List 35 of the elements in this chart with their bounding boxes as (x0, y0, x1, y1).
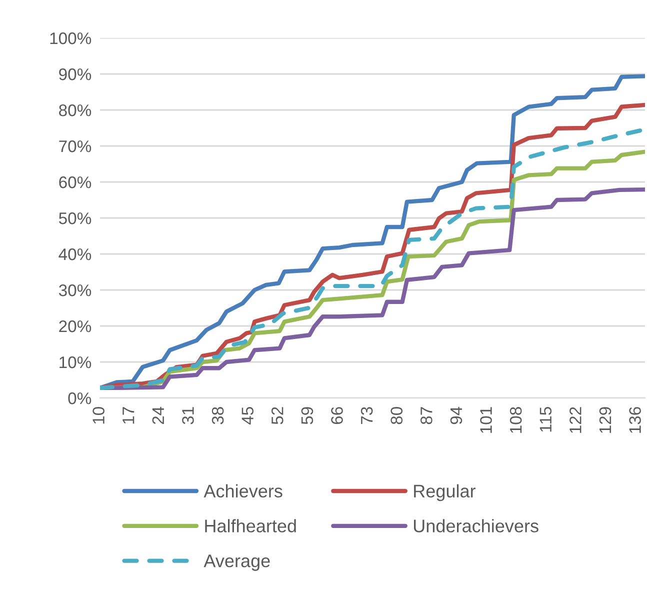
x-tick-label: 31 (182, 407, 194, 424)
y-tick-label: 60% (59, 176, 92, 188)
x-tick-label: 80 (390, 406, 403, 424)
x-tick-label: 45 (242, 407, 254, 424)
x-tick-label: 87 (420, 407, 432, 424)
y-tick-label: 30% (58, 284, 92, 296)
y-tick-label: 40% (58, 248, 92, 260)
legend-label: Achievers (204, 484, 282, 498)
y-tick-label: 10% (60, 356, 92, 368)
x-tick-label: 122 (570, 407, 582, 433)
legend-label: Halfhearted (205, 519, 296, 532)
legend-label: Average (204, 554, 270, 571)
x-tick-label: 52 (272, 407, 284, 424)
x-tick-label: 17 (122, 407, 134, 424)
x-tick-label: 66 (331, 407, 343, 424)
x-tick-label: 108 (510, 407, 522, 433)
x-tick-label: 10 (92, 406, 104, 424)
x-tick-label: 73 (360, 407, 373, 424)
y-tick-label: 0% (68, 392, 92, 404)
x-tick-label: 59 (301, 407, 314, 424)
x-tick-label: 129 (599, 407, 612, 433)
y-tick-label: 70% (59, 140, 92, 152)
y-tick-label: 20% (59, 320, 92, 332)
x-tick-label: 24 (152, 406, 164, 424)
y-tick-label: 80% (59, 104, 92, 116)
y-tick-label: 50% (58, 212, 92, 224)
y-tick-label: 100% (50, 32, 92, 44)
y-tick-label: 90% (59, 68, 92, 80)
x-tick-label: 115 (540, 407, 552, 432)
legend-label: Underachievers (414, 519, 538, 532)
legend-label: Regular (414, 484, 476, 502)
x-tick-label: 101 (480, 407, 492, 433)
x-tick-label: 38 (212, 407, 224, 424)
x-tick-label: 136 (629, 407, 641, 433)
x-tick-label: 94 (450, 406, 462, 424)
